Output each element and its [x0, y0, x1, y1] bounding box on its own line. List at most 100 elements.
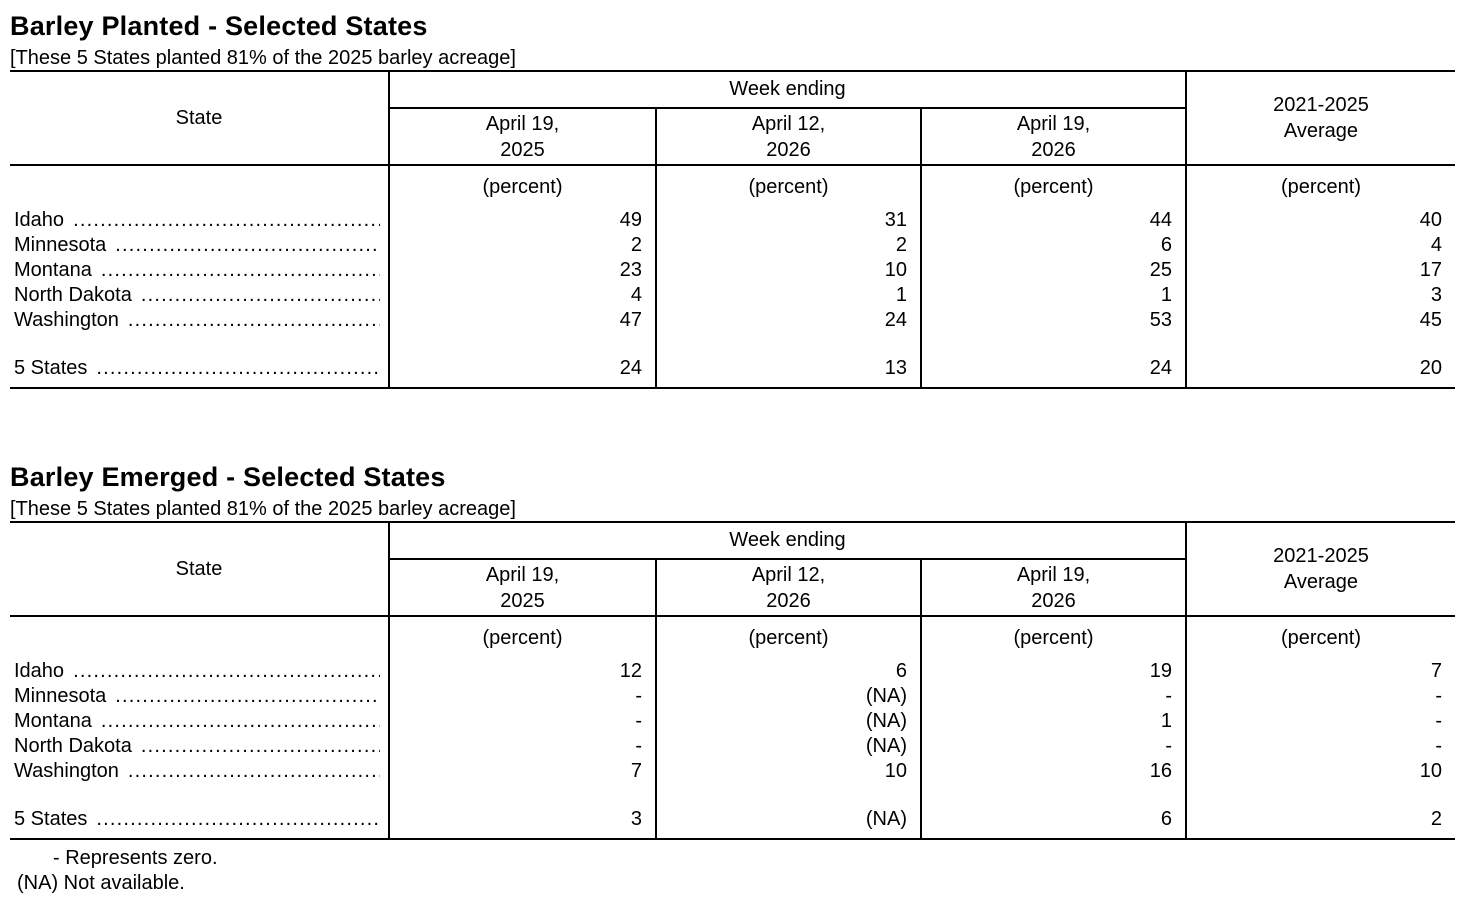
spacer-cell — [922, 333, 1187, 356]
value-cell: 3 — [390, 807, 657, 838]
row-label-north-dakota: North Dakota — [10, 283, 390, 308]
value-cell: 17 — [1419, 259, 1442, 281]
barley-emerged-section: Barley Emerged - Selected States [These … — [10, 461, 1455, 840]
unit-label: (percent) — [1280, 626, 1362, 649]
value-cell: 53 — [922, 308, 1187, 333]
state-name: Washington — [14, 760, 119, 782]
value-cell: (NA) — [657, 684, 922, 709]
column-header-week2-line1: April 12, — [751, 112, 826, 135]
value-cell: 7 — [390, 759, 657, 784]
value-cell: (NA) — [657, 807, 922, 838]
spacer-cell — [657, 333, 922, 356]
row-label-idaho: Idaho — [10, 208, 390, 233]
value-cell: 47 — [390, 308, 657, 333]
state-name: Idaho — [14, 660, 65, 682]
value-cell: 12 — [390, 659, 657, 684]
empty-cell — [10, 166, 390, 208]
state-name: Washington — [14, 309, 119, 331]
table-title-planted: Barley Planted - Selected States — [10, 11, 428, 41]
spacer-cell — [1187, 333, 1455, 356]
table-subtitle-planted: [These 5 States planted 81% of the 2025 … — [10, 47, 516, 69]
column-header-week3-line2: 2026 — [1031, 589, 1076, 612]
column-header-week3-line1: April 19, — [1016, 563, 1091, 586]
row-label-montana: Montana — [10, 709, 390, 734]
column-header-week2-line2: 2026 — [766, 589, 811, 612]
column-header-week1-line2: 2025 — [500, 138, 545, 161]
value-cell: 24 — [657, 308, 922, 333]
state-column-header: State — [10, 72, 390, 166]
average-column-header: 2021-2025 Average — [1187, 72, 1455, 166]
row-label-washington: Washington — [10, 759, 390, 784]
value-cell: - — [390, 734, 657, 759]
state-name: North Dakota — [14, 284, 132, 306]
column-header-week3: April 19, 2026 — [922, 109, 1187, 166]
row-label-minnesota: Minnesota — [10, 684, 390, 709]
footnote-not-available: (NA) Not available. — [17, 872, 185, 894]
column-header-week2: April 12, 2026 — [657, 109, 922, 166]
value-cell: 1 — [922, 283, 1187, 308]
average-header-line2: Average — [1283, 120, 1359, 142]
dot-leader — [96, 807, 380, 832]
value-cell: 10 — [657, 759, 922, 784]
unit-label: (percent) — [390, 617, 657, 659]
value-cell: - — [922, 684, 1187, 709]
state-name: Idaho — [14, 209, 65, 231]
spacer-cell — [10, 784, 390, 807]
average-header-line2: Average — [1283, 571, 1359, 593]
dot-leader — [73, 660, 380, 683]
average-header-line1: 2021-2025 — [1273, 545, 1369, 567]
value-cell: 23 — [390, 258, 657, 283]
value-cell: 24 — [922, 356, 1187, 387]
row-label-minnesota: Minnesota — [10, 233, 390, 258]
value-cell: 6 — [922, 807, 1187, 838]
dot-leader — [141, 735, 380, 758]
spacer-cell — [657, 784, 922, 807]
column-header-week1-line2: 2025 — [500, 589, 545, 612]
column-header-week2: April 12, 2026 — [657, 560, 922, 617]
state-name: 5 States — [14, 357, 88, 379]
average-column-header: 2021-2025 Average — [1187, 523, 1455, 617]
value-cell: 16 — [922, 759, 1187, 784]
value-cell: 2 — [1430, 808, 1442, 830]
dot-leader — [101, 710, 380, 733]
row-label-5-states: 5 States — [10, 356, 390, 387]
column-header-week1-line1: April 19, — [485, 563, 560, 586]
unit-label: (percent) — [1280, 175, 1362, 198]
column-header-week1: April 19, 2025 — [390, 560, 657, 617]
column-header-week1-line1: April 19, — [485, 112, 560, 135]
state-name: North Dakota — [14, 735, 132, 757]
column-header-week1: April 19, 2025 — [390, 109, 657, 166]
value-cell: - — [1435, 735, 1442, 757]
value-cell: 20 — [1419, 357, 1442, 379]
value-cell: 7 — [1430, 660, 1442, 682]
column-header-week3: April 19, 2026 — [922, 560, 1187, 617]
unit-label: (percent) — [657, 166, 922, 208]
state-name: Minnesota — [14, 685, 107, 707]
value-cell: 40 — [1419, 209, 1442, 231]
value-cell: 1 — [922, 709, 1187, 734]
value-cell: (NA) — [657, 709, 922, 734]
barley-planted-section: Barley Planted - Selected States [These … — [10, 10, 1455, 389]
value-cell: 2 — [390, 233, 657, 258]
column-header-week2-line2: 2026 — [766, 138, 811, 161]
dot-leader — [128, 760, 380, 783]
value-cell: - — [922, 734, 1187, 759]
dot-leader — [96, 356, 380, 381]
table-subtitle-emerged: [These 5 States planted 81% of the 2025 … — [10, 498, 516, 520]
dot-leader — [73, 209, 380, 232]
spacer-cell — [390, 784, 657, 807]
spacer-cell — [10, 333, 390, 356]
empty-cell — [10, 617, 390, 659]
value-cell: 31 — [657, 208, 922, 233]
dot-leader — [101, 259, 380, 282]
value-cell: 44 — [922, 208, 1187, 233]
value-cell: 10 — [657, 258, 922, 283]
barley-emerged-table: State Week ending 2021-2025 Average Apri… — [10, 521, 1455, 840]
spacer-cell — [390, 333, 657, 356]
column-header-week2-line1: April 12, — [751, 563, 826, 586]
barley-planted-table: State Week ending 2021-2025 Average Apri… — [10, 70, 1455, 389]
spacer-cell — [922, 784, 1187, 807]
value-cell: (NA) — [657, 734, 922, 759]
table-title-emerged: Barley Emerged - Selected States — [10, 462, 446, 492]
